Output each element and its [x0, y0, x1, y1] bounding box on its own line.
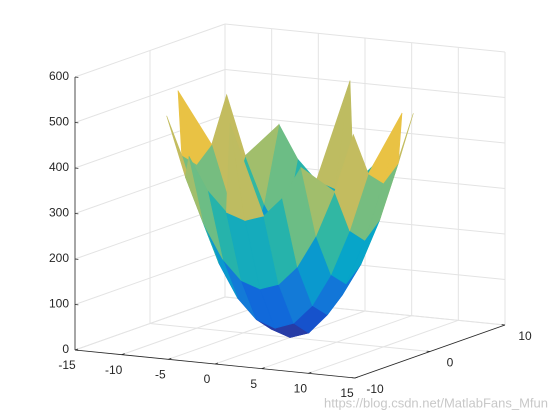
z-tick-label: 300 [49, 206, 69, 220]
z-tick-label: 600 [49, 69, 69, 83]
y-tick-label: 0 [447, 356, 454, 370]
surface-patch [229, 122, 265, 221]
watermark: https://blog.csdn.net/MatlabFans_Mfun [324, 395, 548, 410]
tick-mark [168, 357, 172, 360]
z-tick-label: 200 [49, 251, 69, 265]
surface-patch [334, 133, 369, 232]
surface-patch [300, 166, 336, 237]
tick-mark [214, 362, 219, 365]
x-tick-label: 5 [250, 377, 257, 391]
tick-mark [261, 367, 265, 370]
x-tick-label: 10 [294, 382, 308, 396]
x-tick-label: -15 [58, 358, 76, 372]
x-tick-label: -10 [105, 363, 123, 377]
x-tick-label: 0 [204, 372, 211, 386]
y-tick-label: 10 [518, 329, 532, 343]
x-tick-label: -5 [155, 368, 166, 382]
surface-patch [244, 123, 280, 205]
z-tick-label: 0 [62, 342, 69, 356]
z-tick-label: 500 [49, 115, 69, 129]
tick-mark [354, 376, 359, 379]
tick-mark [74, 348, 79, 351]
y-tick-label: -10 [366, 382, 384, 396]
surface-patch [188, 156, 223, 260]
x-tick-label: 15 [340, 386, 354, 400]
tick-mark [308, 371, 312, 374]
surface-patch [367, 112, 403, 184]
tick-mark [121, 353, 125, 356]
z-tick-label: 100 [49, 297, 69, 311]
z-tick-label: 400 [49, 160, 69, 174]
